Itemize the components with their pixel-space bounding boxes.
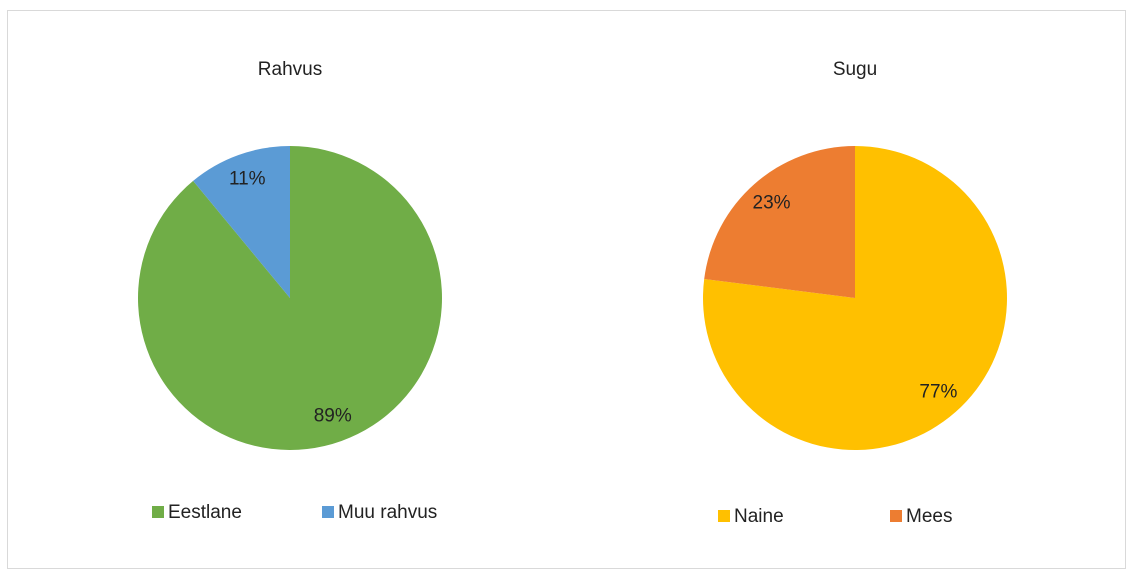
pie-slice — [193, 146, 290, 298]
chart-title: Rahvus — [258, 59, 322, 80]
data-label: 77% — [919, 382, 957, 403]
data-label: 23% — [753, 192, 791, 213]
legend-label: Naine — [734, 506, 784, 527]
legend-swatch — [152, 506, 164, 518]
data-label: 89% — [314, 406, 352, 427]
pie-slice — [704, 145, 855, 298]
legend-label: Eestlane — [168, 502, 242, 523]
legend-swatch — [322, 506, 334, 518]
data-label: 11% — [229, 168, 266, 189]
legend-swatch — [890, 510, 902, 522]
legend-label: Mees — [906, 506, 952, 527]
legend-swatch — [718, 510, 730, 522]
chart-title: Sugu — [833, 59, 877, 80]
legend-label: Muu rahvus — [338, 502, 437, 523]
